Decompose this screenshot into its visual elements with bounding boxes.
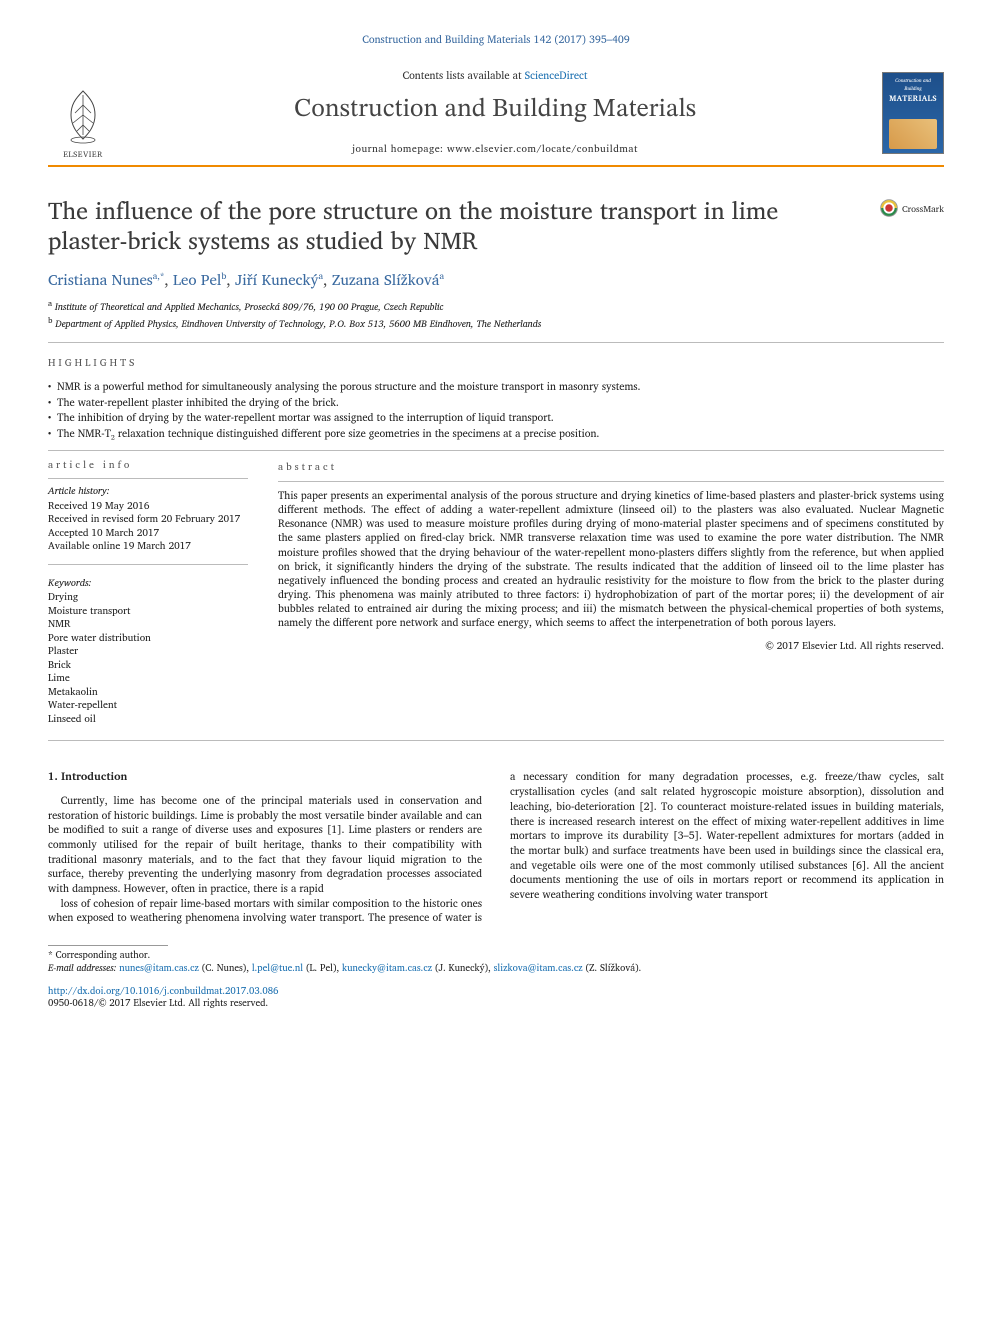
abstract-text: This paper presents an experimental anal…: [278, 488, 944, 630]
sciencedirect-link[interactable]: ScienceDirect: [525, 66, 588, 84]
abstract-copyright: © 2017 Elsevier Ltd. All rights reserved…: [278, 638, 944, 654]
divider: [278, 481, 944, 482]
issn-line: 0950-0618/© 2017 Elsevier Ltd. All right…: [48, 998, 944, 1011]
divider: [48, 478, 248, 479]
divider: [48, 450, 944, 451]
footnote-rule: [48, 945, 168, 946]
paper-title: The influence of the pore structure on t…: [48, 195, 864, 255]
author-email[interactable]: kunecky@itam.cas.cz: [342, 961, 432, 976]
body-columns: 1. Introduction Currently, lime has beco…: [48, 769, 944, 925]
masthead: ELSEVIER Contents lists available at Sci…: [48, 60, 944, 167]
affiliations: a Institute of Theoretical and Applied M…: [48, 298, 944, 332]
cover-text-large: MATERIALS: [887, 91, 939, 105]
divider: [48, 564, 248, 565]
abstract-label: abstract: [278, 459, 944, 475]
contents-line: Contents lists available at ScienceDirec…: [118, 66, 872, 84]
publisher-name: ELSEVIER: [63, 147, 103, 161]
keyword: Linseed oil: [48, 713, 248, 727]
section-heading: 1. Introduction: [48, 769, 482, 784]
keyword: Plaster: [48, 645, 248, 659]
keyword: Pore water distribution: [48, 632, 248, 646]
email-who: (Z. Slížková): [585, 961, 638, 976]
publisher-block: ELSEVIER: [48, 60, 118, 165]
journal-cover-thumb: Construction and Building MATERIALS: [882, 72, 944, 154]
cover-graphic: [889, 119, 937, 149]
title-row: The influence of the pore structure on t…: [48, 195, 944, 255]
masthead-center: Contents lists available at ScienceDirec…: [118, 60, 872, 165]
article-info: article info Article history: Received 1…: [48, 459, 248, 727]
page-footer: * Corresponding author. E-mail addresses…: [48, 945, 944, 1011]
homepage-line: journal homepage: www.elsevier.com/locat…: [118, 141, 872, 157]
keyword: Brick: [48, 659, 248, 673]
highlight-item: The NMR-T₂ relaxation technique distingu…: [48, 426, 944, 442]
highlights-label: highlights: [48, 355, 944, 371]
author[interactable]: Jiří Kuneckýa: [235, 267, 323, 292]
cover-thumb-block: Construction and Building MATERIALS: [872, 60, 944, 165]
history-item: Available online 19 March 2017: [48, 540, 248, 554]
author-email[interactable]: l.pel@tue.nl: [252, 961, 303, 976]
email-who: (J. Kunecký): [435, 961, 488, 976]
affiliation: b Department of Applied Physics, Eindhov…: [48, 315, 944, 332]
author-email[interactable]: nunes@itam.cas.cz: [119, 961, 199, 976]
divider: [48, 740, 944, 741]
keywords-label: Keywords:: [48, 577, 248, 591]
article-info-label: article info: [48, 459, 248, 473]
body-paragraph: Currently, lime has become one of the pr…: [48, 793, 482, 896]
author-email[interactable]: slizkova@itam.cas.cz: [494, 961, 583, 976]
abstract-block: abstract This paper presents an experime…: [278, 459, 944, 727]
email-who: (C. Nunes): [202, 961, 247, 976]
contents-prefix: Contents lists available at: [403, 66, 525, 84]
email-label: E-mail addresses:: [48, 961, 116, 976]
info-abstract-row: article info Article history: Received 1…: [48, 459, 944, 727]
email-who: (L. Pel): [306, 961, 337, 976]
homepage-prefix: journal homepage:: [352, 141, 447, 157]
history-label: Article history:: [48, 485, 248, 499]
journal-name: Construction and Building Materials: [118, 94, 872, 127]
highlights-block: highlights NMR is a powerful method for …: [48, 355, 944, 442]
crossmark-badge[interactable]: CrossMark: [880, 199, 944, 217]
keyword: Moisture transport: [48, 605, 248, 619]
elsevier-tree-icon: [53, 85, 113, 145]
divider: [48, 342, 944, 343]
author[interactable]: Leo Pelb: [173, 267, 226, 292]
author[interactable]: Zuzana Slížkováa: [332, 267, 444, 292]
author[interactable]: Cristiana Nunesa,*: [48, 267, 164, 292]
author-line: Cristiana Nunesa,*, Leo Pelb, Jiří Kunec…: [48, 267, 944, 292]
top-citation: Construction and Building Materials 142 …: [48, 30, 944, 48]
email-line: E-mail addresses: nunes@itam.cas.cz (C. …: [48, 963, 944, 976]
crossmark-label: CrossMark: [902, 201, 944, 216]
crossmark-icon: [880, 199, 898, 217]
homepage-url: www.elsevier.com/locate/conbuildmat: [447, 141, 638, 157]
affiliation: a Institute of Theoretical and Applied M…: [48, 298, 944, 315]
